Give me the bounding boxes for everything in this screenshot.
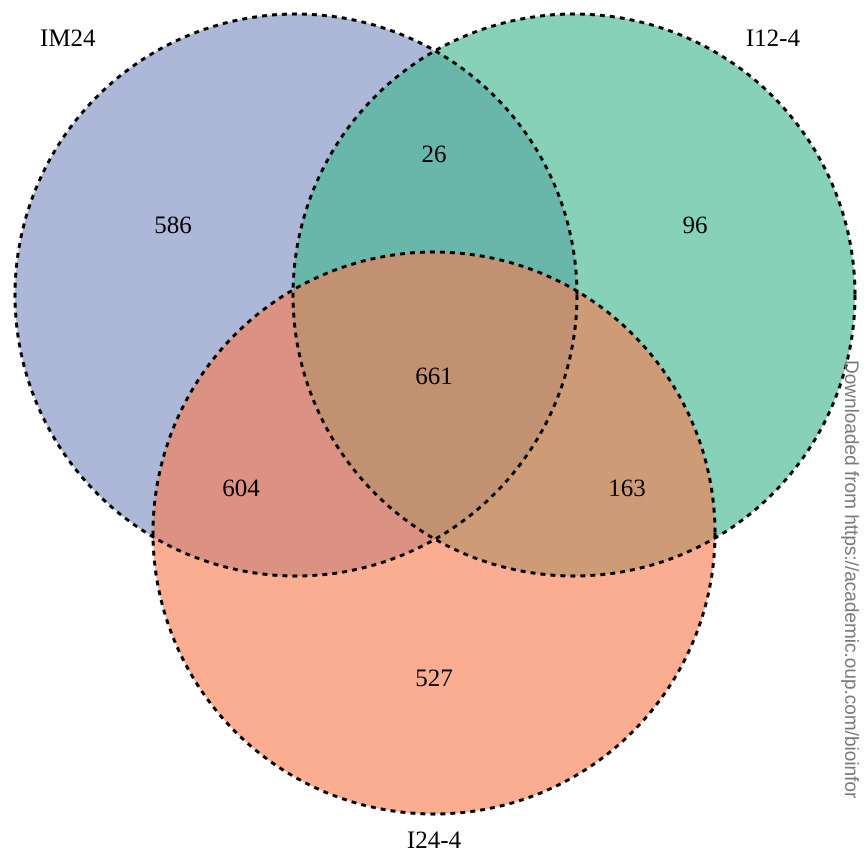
set-circles [15, 14, 855, 814]
count-i24-4-only: 527 [415, 665, 453, 692]
count-im24-i24-4: 604 [222, 475, 260, 502]
count-im24-i12-4: 26 [422, 141, 447, 168]
set-label-im24: IM24 [40, 25, 96, 52]
circle-outlines [13, 12, 857, 816]
outline-im24 [13, 12, 579, 578]
count-all-three: 661 [415, 363, 453, 390]
set-label-i24-4: I24-4 [407, 827, 462, 854]
circle-i24-4 [153, 252, 715, 814]
outline-i12-4 [291, 12, 857, 578]
count-i12-4-i24-4: 163 [608, 475, 646, 502]
count-im24-only: 586 [154, 212, 192, 239]
count-i12-4-only: 96 [683, 212, 708, 239]
set-label-i12-4: I12-4 [746, 25, 801, 52]
outline-i24-4 [151, 250, 717, 816]
download-watermark: Downloaded from https://academic.oup.com… [840, 360, 861, 799]
